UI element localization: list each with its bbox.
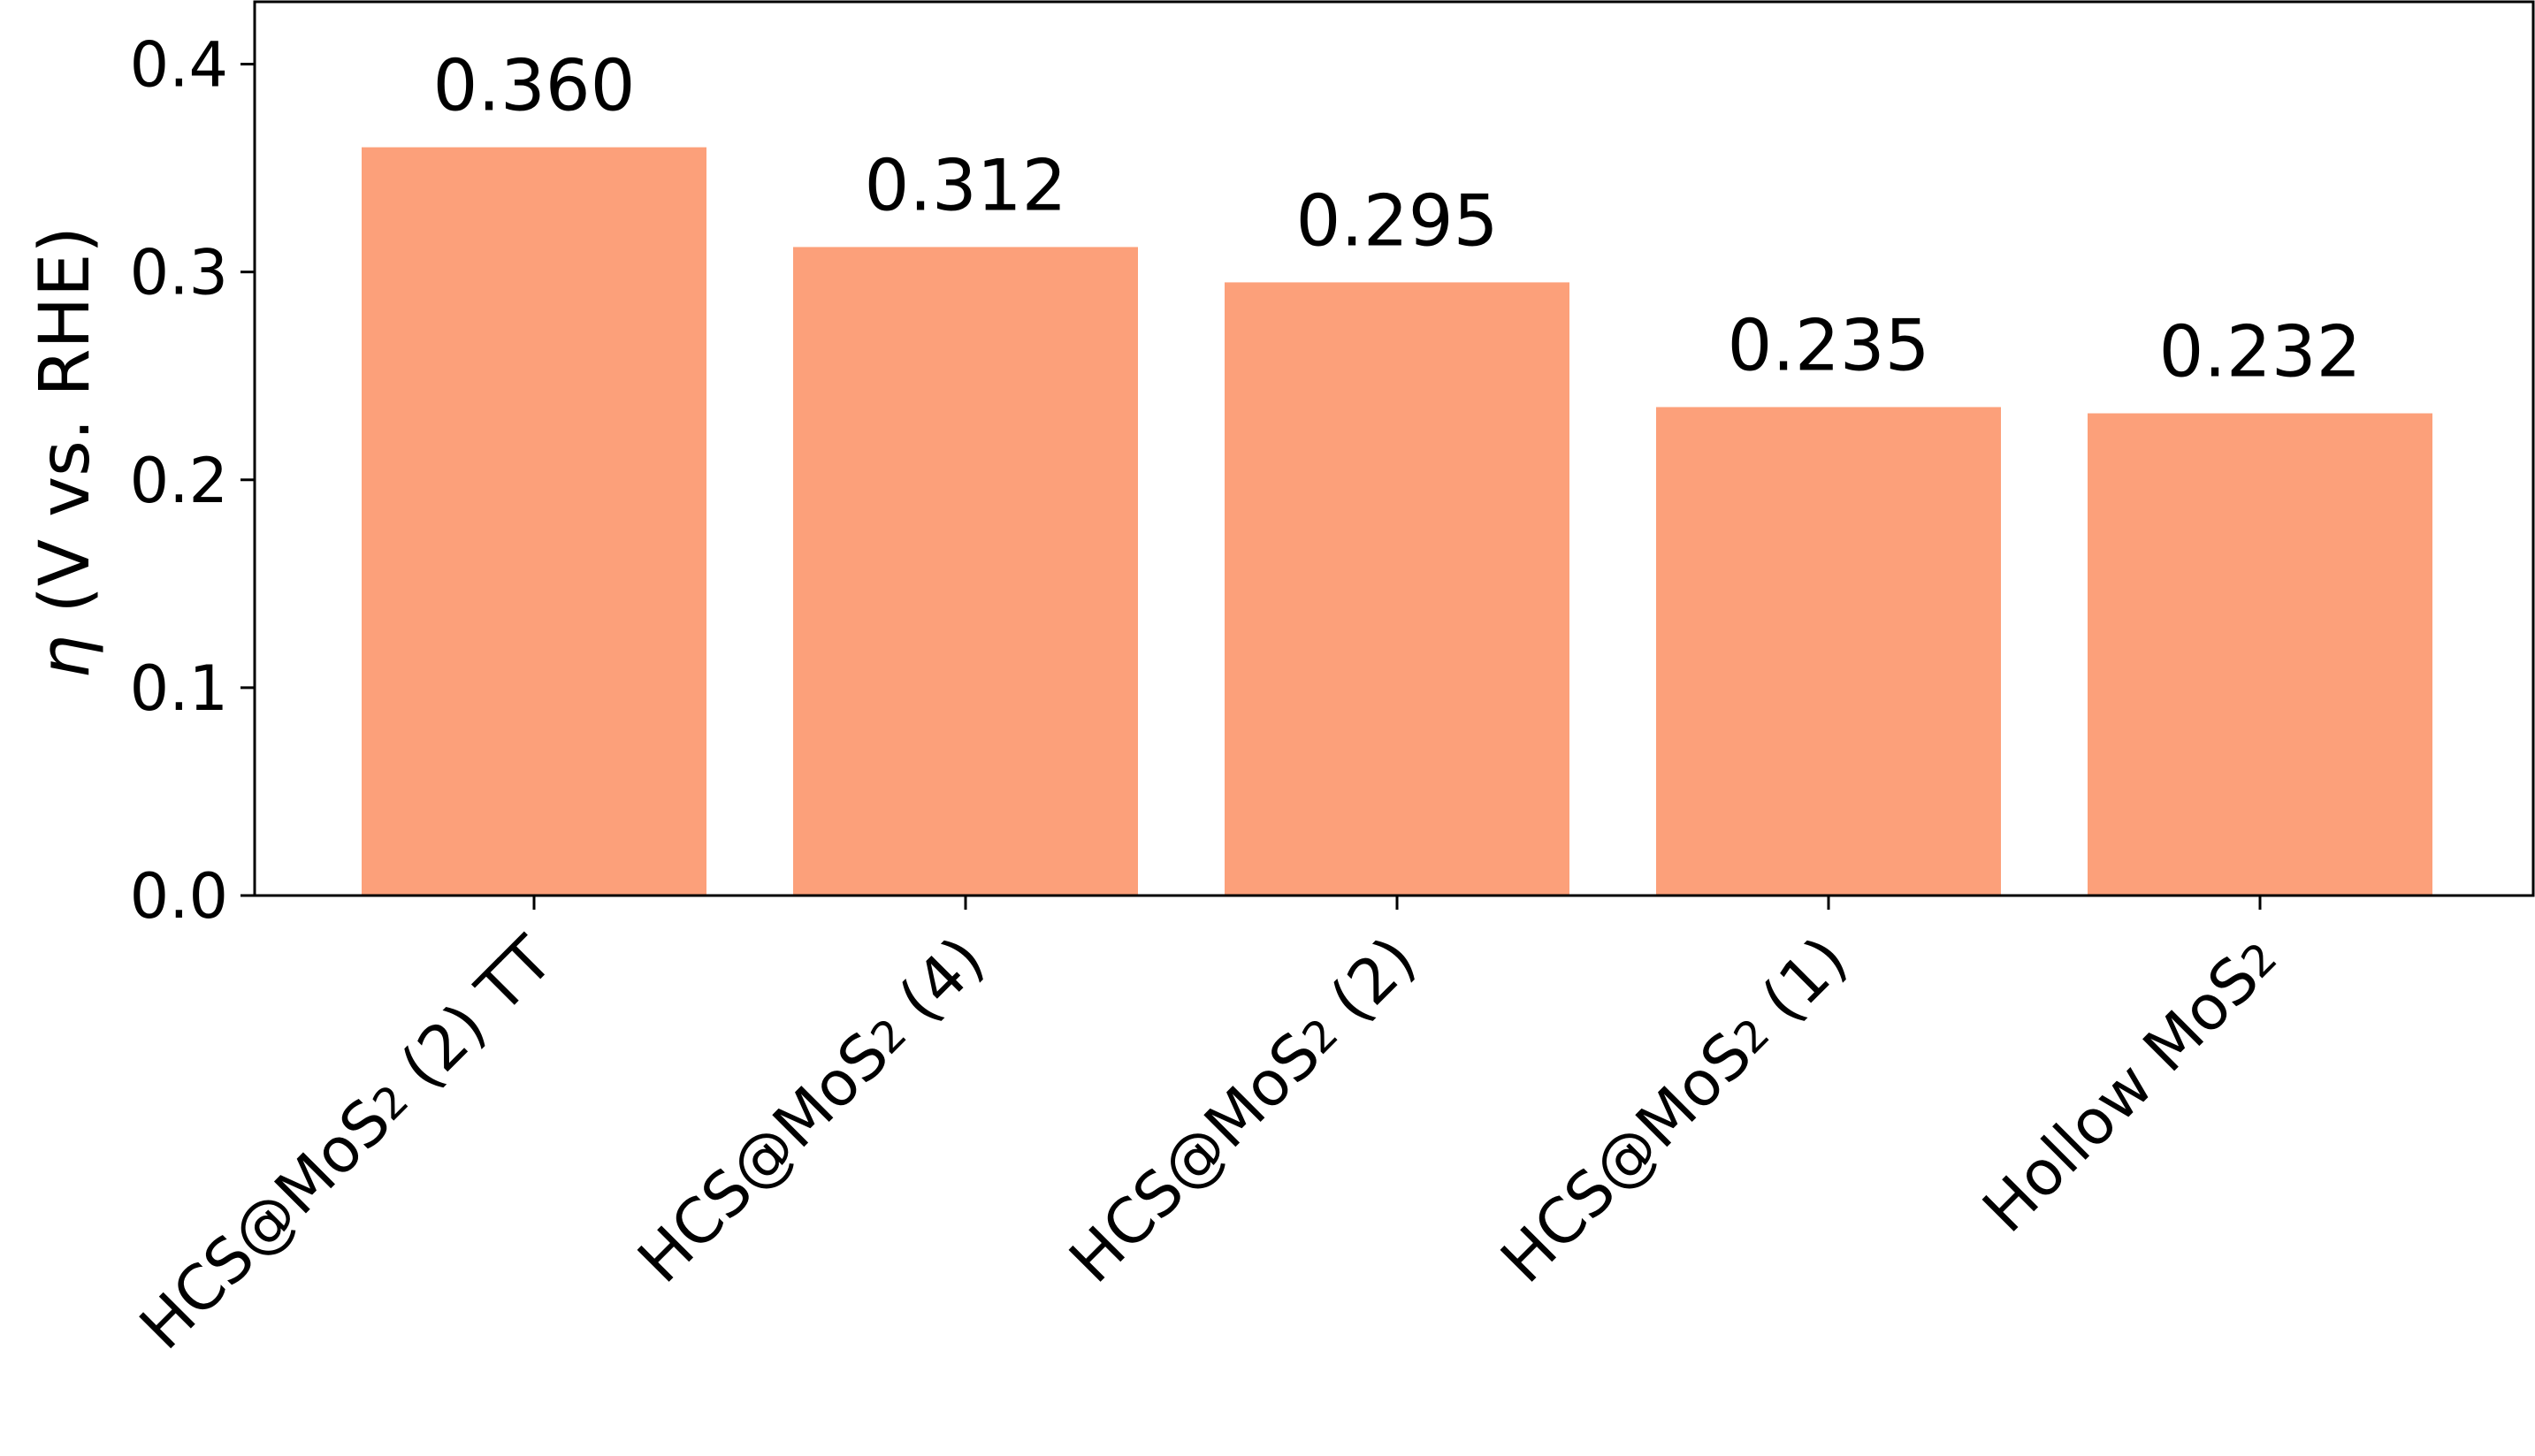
plot-frame (253, 0, 2535, 897)
bar-value-label-1: 0.360 (432, 45, 635, 127)
bar-3 (1225, 282, 1569, 896)
x-tick-label-4: HCS@MoS2 (1) (1487, 923, 1861, 1297)
y-axis-ticks: 0.0 0.1 0.2 0.3 0.4 (130, 29, 255, 933)
x-axis-ticks: HCS@MoS2 (2) TT HCS@MoS2 (4)HCS@MoS2 (2)H… (126, 896, 2293, 1363)
bar-4 (1656, 407, 2001, 896)
y-tick-label-0: 0.0 (130, 860, 228, 933)
bar-2 (793, 247, 1138, 896)
axes (253, 0, 2535, 897)
bar-5 (2088, 413, 2432, 896)
x-tick-label-3: HCS@MoS2 (2) (1056, 923, 1430, 1297)
x-tick-label-1: HCS@MoS2 (2) TT (126, 923, 566, 1363)
value-labels: 0.360 0.312 0.295 0.235 0.232 (432, 45, 2361, 393)
bar-value-label-4: 0.235 (1727, 304, 1929, 386)
bar-value-label-5: 0.232 (2158, 311, 2361, 393)
bar-value-label-2: 0.312 (864, 144, 1066, 226)
y-axis-label: η (V vs. RHE) (26, 226, 105, 679)
y-tick-label-1: 0.1 (130, 652, 228, 725)
bar-value-label-3: 0.295 (1295, 179, 1498, 262)
x-tick-label-2: HCS@MoS2 (4) (624, 923, 998, 1297)
y-tick-label-2: 0.2 (130, 445, 228, 517)
y-tick-label-3: 0.3 (130, 237, 228, 309)
bar-1 (362, 147, 706, 896)
bars (362, 147, 2432, 896)
y-axis-title: η (V vs. RHE) (26, 226, 105, 679)
x-tick-label-5: Hollow MoS2 (1969, 923, 2293, 1246)
y-tick-label-4: 0.4 (130, 29, 228, 102)
